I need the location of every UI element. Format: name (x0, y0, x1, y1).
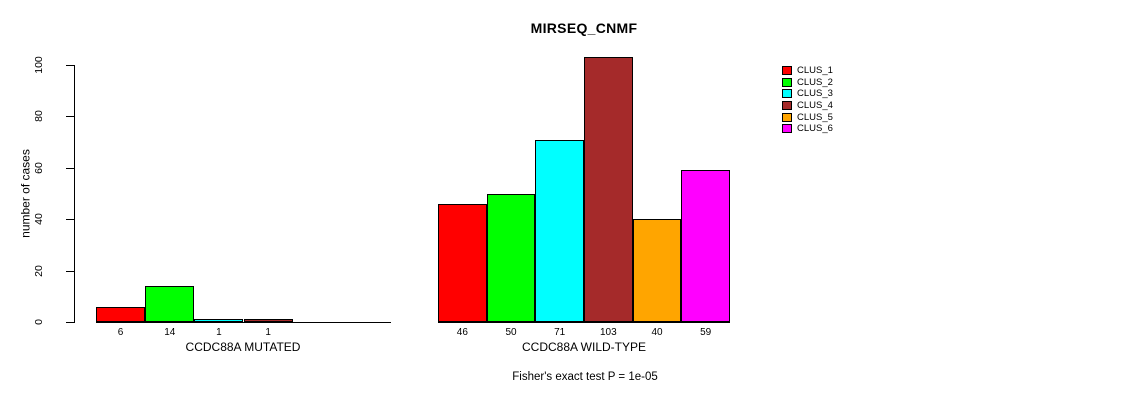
legend-label: CLUS_4 (797, 100, 833, 112)
y-tick-label: 80 (33, 110, 45, 123)
y-tick-label: 100 (33, 56, 45, 74)
chart-title: MIRSEQ_CNMF (530, 20, 638, 36)
bar-value-label: 71 (554, 327, 566, 338)
legend-swatch-clus_4 (782, 101, 792, 111)
legend-swatch-clus_2 (782, 77, 792, 87)
y-tick-label: 60 (33, 161, 45, 174)
y-tick-mark (66, 219, 74, 221)
legend-swatch-clus_6 (782, 124, 792, 134)
bar-clus_1 (438, 203, 487, 322)
y-tick-label: 40 (33, 213, 45, 226)
legend-label: CLUS_6 (797, 123, 833, 135)
bar-clus_6 (681, 170, 730, 322)
bar-value-label: 6 (117, 327, 124, 338)
bar-clus_5 (632, 219, 682, 322)
bar-value-label: 1 (265, 327, 271, 338)
bar-clus_4 (243, 319, 293, 322)
group-baseline (438, 322, 731, 323)
y-tick-mark (66, 167, 74, 169)
y-tick-mark (66, 116, 74, 118)
bar-clus_3 (194, 319, 244, 322)
legend-row: CLUS_6 (782, 123, 833, 135)
y-tick-label: 0 (33, 319, 45, 325)
bar-value-label: 103 (600, 327, 617, 338)
group-label-wildtype: CCDC88A WILD-TYPE (521, 340, 647, 354)
legend-row: CLUS_2 (782, 76, 833, 88)
y-tick-mark (66, 322, 74, 323)
y-tick-mark (66, 65, 74, 66)
legend-swatch-clus_1 (782, 66, 792, 75)
bar-clus_1 (96, 306, 146, 322)
bar-value-label: 50 (505, 327, 517, 338)
legend: CLUS_1 CLUS_2 CLUS_3 CLUS_4 CLUS_5 CLUS_6 (782, 66, 833, 135)
annotation-fisher-test: Fisher's exact test P = 1e-05 (512, 371, 658, 383)
legend-row: CLUS_1 (782, 66, 833, 75)
legend-row: CLUS_4 (782, 101, 833, 110)
bar-value-label: 14 (164, 327, 176, 338)
bar-clus_2 (145, 286, 195, 322)
group-baseline (96, 322, 392, 323)
legend-label: CLUS_3 (797, 88, 833, 100)
y-tick-mark (66, 270, 74, 272)
bar-clus_3 (535, 139, 584, 322)
legend-swatch-clus_5 (782, 112, 792, 122)
y-axis-label: number of cases (18, 149, 33, 238)
y-axis-line (74, 65, 75, 323)
legend-label: CLUS_5 (797, 111, 833, 123)
bar-value-label: 59 (700, 327, 712, 338)
bar-clus_2 (486, 193, 536, 322)
legend-row: CLUS_5 (782, 113, 833, 122)
bar-value-label: 40 (651, 327, 663, 338)
group-label-mutated: CCDC88A MUTATED (185, 340, 301, 354)
legend-label: CLUS_2 (797, 76, 833, 88)
legend-label: CLUS_1 (797, 65, 833, 76)
bar-value-label: 46 (456, 327, 468, 338)
bar-clus_4 (584, 57, 633, 322)
y-tick-label: 20 (33, 264, 45, 277)
bar-value-label: 1 (216, 327, 222, 338)
legend-swatch-clus_3 (782, 89, 792, 99)
legend-row: CLUS_3 (782, 88, 833, 100)
